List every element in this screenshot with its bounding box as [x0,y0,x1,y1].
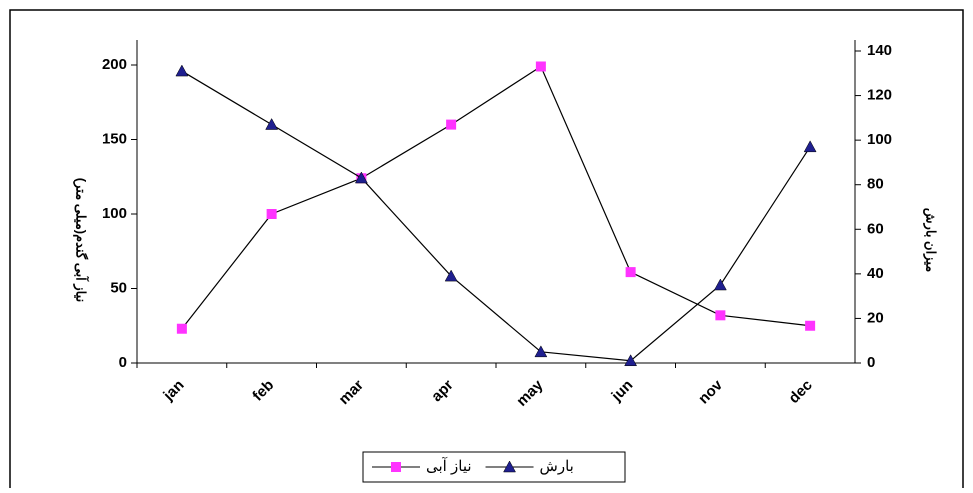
y2-axis-title: میزان بارش [923,208,939,273]
data-point [713,278,727,291]
x-tick-label: apr [428,377,457,406]
data-point [444,269,458,282]
y2-tick-label: 120 [867,87,892,104]
data-point [535,61,546,72]
series-line [181,70,811,362]
data-point [803,140,817,153]
y-tick-label: 150 [102,130,127,147]
x-tick-label: jun [608,377,637,406]
x-tick-label: mar [336,377,368,409]
y2-tick-label: 100 [867,131,892,148]
x-tick-label: nov [695,376,726,407]
y-tick-label: 200 [102,56,127,73]
data-point [446,119,457,130]
y2-tick-label: 0 [867,354,875,371]
data-point [175,64,189,77]
legend-marker [391,462,401,472]
y2-tick-label: 140 [867,42,892,59]
legend-label: بارش [540,458,574,475]
x-tick-label: jan [159,377,187,405]
series-line [181,65,811,330]
data-point [176,323,187,334]
data-point [266,209,277,219]
x-tick-label: feb [249,377,277,405]
y2-tick-label: 80 [867,176,884,193]
y-axis-title: نیاز آبی گندم(میلی متر) [73,178,90,302]
data-point [625,267,636,278]
legend-marker [503,460,516,473]
y-tick-label: 0 [119,354,127,371]
y2-tick-label: 60 [867,220,884,237]
data-point [805,320,816,331]
data-point [265,118,279,130]
legend-label: نیاز آبی [426,457,472,475]
x-tick-label: dec [785,377,815,407]
data-point [354,171,368,184]
data-point [624,354,638,367]
chart-border [9,9,964,493]
y2-tick-label: 20 [867,309,884,326]
y-tick-label: 100 [102,205,127,222]
x-tick-label: may [513,376,547,410]
y-tick-label: 50 [110,279,127,296]
data-point [534,345,548,358]
y2-tick-label: 40 [867,265,884,282]
data-point [715,310,726,321]
